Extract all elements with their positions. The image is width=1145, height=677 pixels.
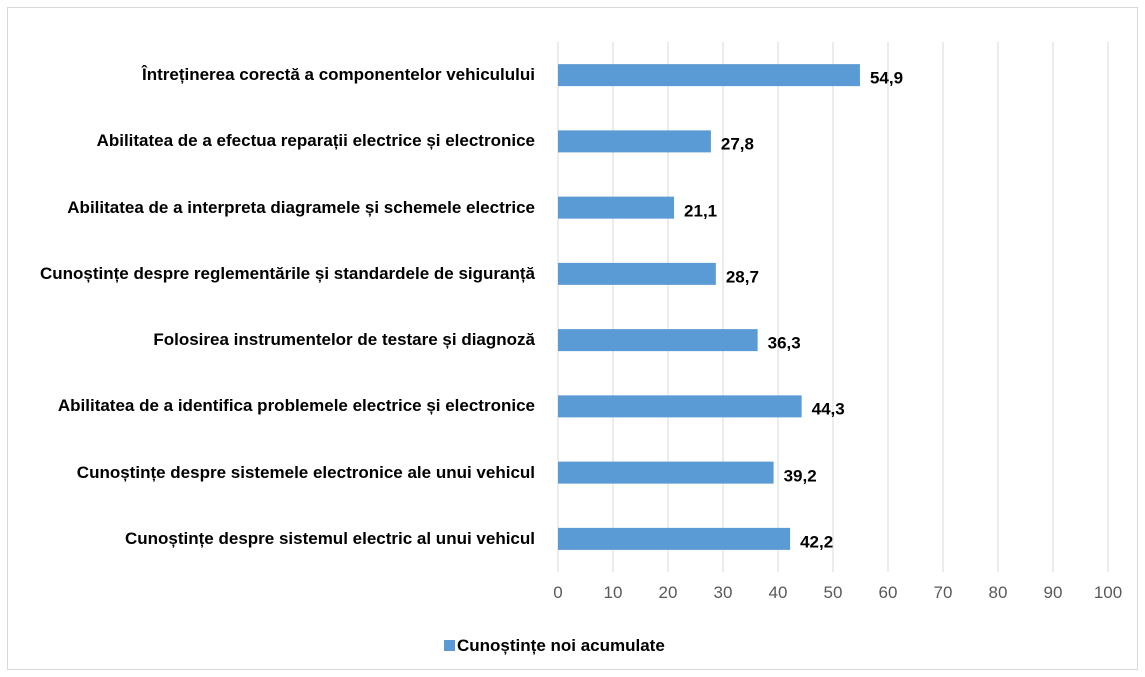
y-tick-label: Abilitatea de a efectua reparații electr…	[96, 131, 535, 151]
x-tick-label: 90	[1043, 583, 1063, 602]
y-tick-label: Abilitatea de a interpreta diagramele și…	[67, 197, 535, 217]
data-label: 54,9	[869, 68, 904, 88]
legend-swatch	[444, 640, 455, 651]
x-tick-label: 30	[713, 583, 733, 602]
legend-label: Cunoștințe noi acumulate	[457, 636, 665, 655]
x-tick-label: 70	[933, 583, 953, 602]
x-tick-label: 80	[988, 583, 1008, 602]
y-tick-label: Folosirea instrumentelor de testare și d…	[153, 330, 535, 350]
bar	[558, 527, 791, 550]
y-tick-label: Întreținerea corectă a componentelor veh…	[142, 65, 535, 85]
bar	[558, 196, 675, 219]
data-label: 44,3	[811, 399, 845, 419]
data-label: 28,7	[725, 267, 759, 287]
chart-border	[7, 7, 1138, 670]
data-label: 39,2	[783, 465, 817, 485]
data-label: 21,1	[684, 200, 718, 220]
bar	[558, 395, 802, 418]
x-tick-label: 20	[658, 583, 678, 602]
data-label: 27,8	[720, 134, 754, 154]
bar	[558, 262, 716, 285]
bar	[558, 130, 711, 153]
x-tick-label: 0	[553, 583, 563, 602]
data-label: 36,3	[767, 333, 801, 353]
bar	[558, 461, 774, 484]
y-tick-label: Cunoștințe despre sistemele electronice …	[76, 462, 535, 482]
y-tick-label: Abilitatea de a identifica problemele el…	[57, 396, 535, 416]
bar	[558, 329, 758, 352]
bar	[558, 64, 860, 87]
x-tick-label: 40	[768, 583, 788, 602]
x-tick-label: 60	[878, 583, 898, 602]
data-label: 42,2	[800, 532, 834, 552]
y-tick-label: Cunoștințe despre sistemul electric al u…	[124, 528, 535, 548]
x-tick-label: 50	[823, 583, 843, 602]
y-tick-label: Cunoștințe despre reglementările și stan…	[39, 263, 535, 283]
x-tick-label: 10	[603, 583, 623, 602]
x-tick-label: 100	[1093, 583, 1123, 602]
